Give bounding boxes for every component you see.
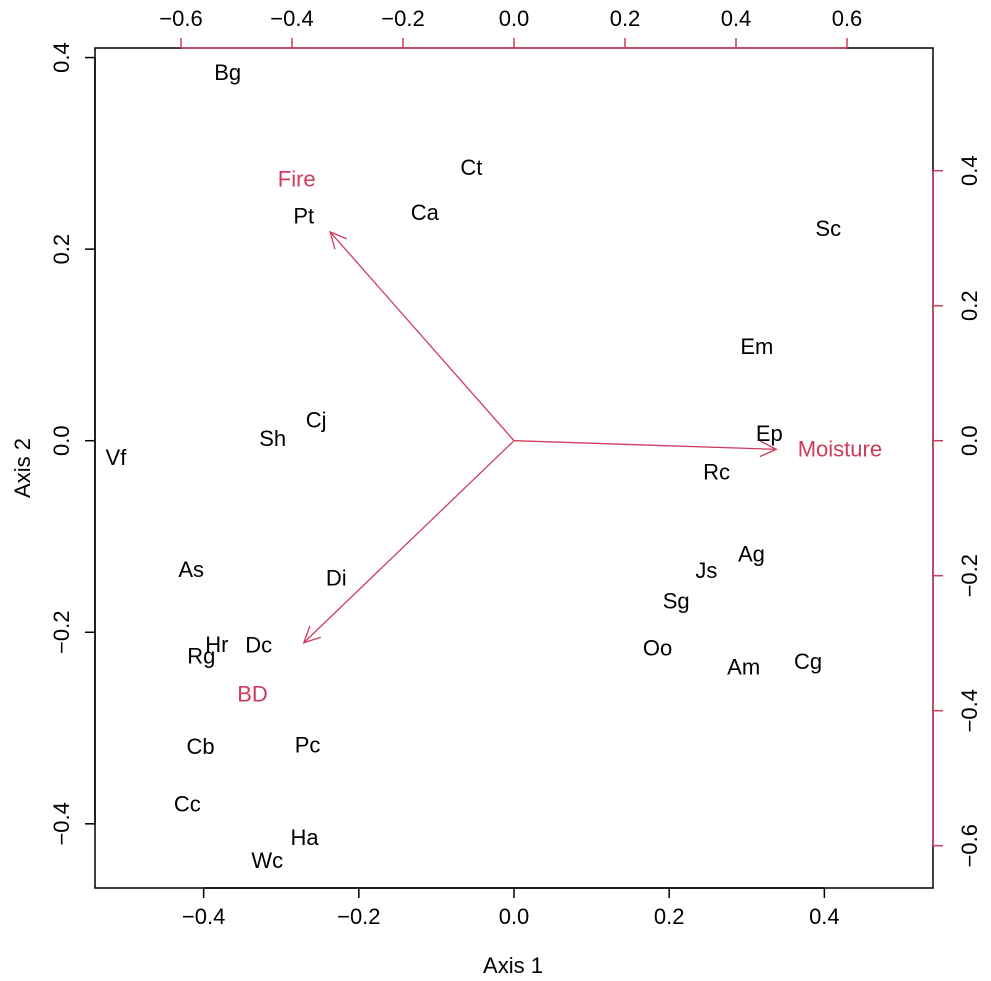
vector-label-bd: BD	[237, 682, 268, 707]
x-tick-label: −0.4	[182, 904, 225, 929]
point-label-cj: Cj	[306, 408, 327, 433]
point-label-sh: Sh	[259, 426, 286, 451]
y-axis-label: Axis 2	[10, 438, 35, 498]
top-tick-label: 0.6	[832, 6, 863, 31]
point-label-ca: Ca	[411, 200, 440, 225]
top-tick-label: 0.0	[499, 6, 530, 31]
point-label-am: Am	[727, 655, 760, 680]
top-tick-label: 0.4	[721, 6, 752, 31]
point-label-ha: Ha	[290, 825, 319, 850]
right-tick-label: −0.2	[957, 554, 982, 597]
top-tick-label: −0.6	[159, 6, 202, 31]
vector-arrowhead-bd	[302, 625, 322, 644]
vector-label-moisture: Moisture	[798, 436, 882, 461]
vector-label-fire: Fire	[278, 166, 316, 191]
top-tick-label: −0.4	[270, 6, 313, 31]
x-tick-label: 0.2	[654, 904, 685, 929]
vector-arrowhead-moisture	[759, 440, 778, 458]
point-label-oo: Oo	[643, 636, 672, 661]
top-tick-label: −0.2	[381, 6, 424, 31]
x-axis-label: Axis 1	[483, 953, 543, 978]
x-tick-label: −0.2	[337, 904, 380, 929]
point-label-bg: Bg	[214, 60, 241, 85]
y-tick-label: 0.2	[49, 234, 74, 265]
point-label-sg: Sg	[663, 589, 690, 614]
point-label-ct: Ct	[460, 155, 482, 180]
x-tick-label: 0.4	[809, 904, 840, 929]
top-tick-label: 0.2	[610, 6, 641, 31]
right-tick-label: −0.6	[957, 824, 982, 867]
point-label-pc: Pc	[295, 732, 321, 757]
point-label-dc: Dc	[245, 633, 272, 658]
point-label-ep: Ep	[756, 421, 783, 446]
y-tick-label: 0.4	[49, 42, 74, 73]
vector-arrow-moisture	[513, 440, 777, 450]
point-label-rc: Rc	[703, 459, 730, 484]
point-label-sc: Sc	[815, 216, 841, 241]
point-label-ag: Ag	[738, 542, 765, 567]
point-label-js: Js	[695, 558, 717, 583]
point-label-pt: Pt	[293, 204, 314, 229]
point-label-as: As	[178, 557, 204, 582]
right-tick-label: −0.4	[957, 689, 982, 732]
right-tick-label: 0.2	[957, 290, 982, 321]
point-label-rg: Rg	[187, 643, 215, 668]
plot-box	[94, 47, 934, 889]
point-label-cb: Cb	[186, 734, 214, 759]
point-label-wc: Wc	[251, 848, 283, 873]
x-tick-label: 0.0	[499, 904, 530, 929]
point-label-hr: Hr	[205, 632, 228, 657]
right-tick-label: 0.0	[957, 425, 982, 456]
y-tick-label: 0.0	[49, 425, 74, 456]
point-label-di: Di	[326, 566, 347, 591]
vector-arrow-fire	[329, 231, 515, 442]
point-label-cg: Cg	[794, 649, 822, 674]
point-label-cc: Cc	[174, 792, 201, 817]
right-tick-label: 0.4	[957, 155, 982, 186]
y-tick-label: −0.4	[49, 802, 74, 845]
point-label-vf: Vf	[106, 445, 128, 470]
y-tick-label: −0.2	[49, 611, 74, 654]
vector-arrowhead-fire	[329, 230, 347, 250]
vector-arrow-bd	[303, 440, 515, 644]
point-label-em: Em	[740, 334, 773, 359]
